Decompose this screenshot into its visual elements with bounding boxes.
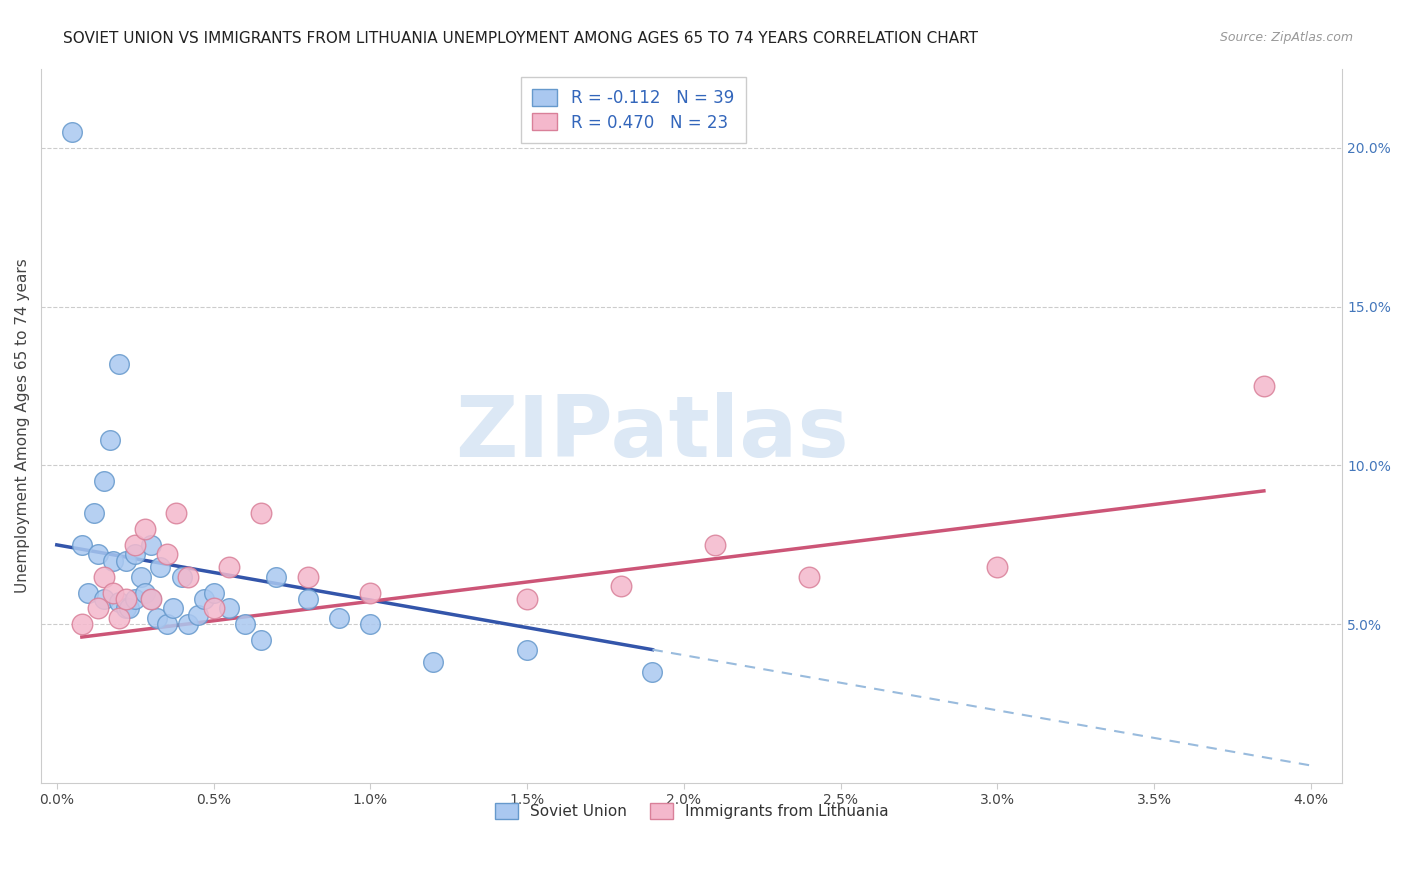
Point — [202, 585, 225, 599]
Point — [177, 617, 200, 632]
Point — [422, 656, 444, 670]
Point — [93, 591, 115, 606]
Point — [149, 560, 172, 574]
Point — [202, 601, 225, 615]
Point — [172, 569, 194, 583]
Point — [264, 569, 287, 583]
Point — [187, 607, 209, 622]
Point — [124, 548, 146, 562]
Point — [86, 601, 108, 615]
Point — [1253, 379, 1275, 393]
Point — [233, 617, 256, 632]
Point — [359, 585, 381, 599]
Point — [155, 617, 177, 632]
Point — [70, 617, 93, 632]
Point — [139, 538, 162, 552]
Point — [118, 601, 141, 615]
Legend: Soviet Union, Immigrants from Lithuania: Soviet Union, Immigrants from Lithuania — [489, 797, 894, 825]
Point — [134, 585, 156, 599]
Point — [165, 506, 187, 520]
Text: ZIPatlas: ZIPatlas — [456, 392, 849, 475]
Point — [103, 585, 125, 599]
Point — [146, 611, 169, 625]
Point — [98, 433, 121, 447]
Point — [516, 642, 538, 657]
Point — [114, 554, 136, 568]
Point — [124, 538, 146, 552]
Y-axis label: Unemployment Among Ages 65 to 74 years: Unemployment Among Ages 65 to 74 years — [15, 259, 30, 593]
Point — [249, 633, 271, 648]
Point — [218, 560, 240, 574]
Point — [162, 601, 184, 615]
Point — [108, 611, 131, 625]
Point — [799, 569, 821, 583]
Point — [62, 125, 84, 139]
Point — [704, 538, 727, 552]
Point — [297, 569, 319, 583]
Text: Source: ZipAtlas.com: Source: ZipAtlas.com — [1219, 31, 1353, 45]
Point — [77, 585, 100, 599]
Point — [83, 506, 105, 520]
Point — [139, 591, 162, 606]
Point — [93, 569, 115, 583]
Point — [93, 475, 115, 489]
Point — [516, 591, 538, 606]
Point — [131, 569, 153, 583]
Point — [134, 522, 156, 536]
Point — [155, 548, 177, 562]
Point — [114, 591, 136, 606]
Point — [986, 560, 1008, 574]
Point — [359, 617, 381, 632]
Point — [641, 665, 664, 679]
Point — [249, 506, 271, 520]
Point — [103, 554, 125, 568]
Point — [328, 611, 350, 625]
Point — [193, 591, 215, 606]
Point — [108, 595, 131, 609]
Point — [70, 538, 93, 552]
Point — [124, 591, 146, 606]
Point — [139, 591, 162, 606]
Point — [114, 601, 136, 615]
Point — [218, 601, 240, 615]
Point — [610, 579, 633, 593]
Text: SOVIET UNION VS IMMIGRANTS FROM LITHUANIA UNEMPLOYMENT AMONG AGES 65 TO 74 YEARS: SOVIET UNION VS IMMIGRANTS FROM LITHUANI… — [63, 31, 979, 46]
Point — [297, 591, 319, 606]
Point — [86, 548, 108, 562]
Point — [108, 357, 131, 371]
Point — [177, 569, 200, 583]
